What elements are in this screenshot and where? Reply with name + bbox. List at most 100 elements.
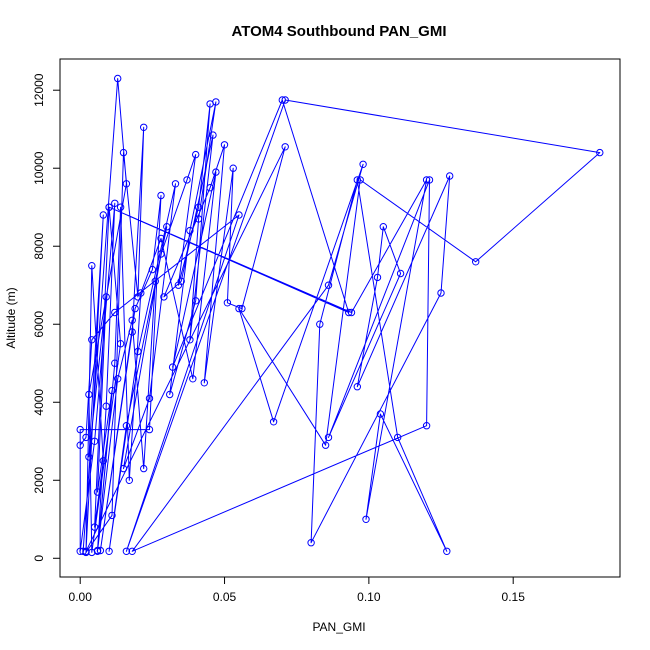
data-point [316, 320, 324, 328]
y-tick-label: 6000 [32, 311, 46, 338]
data-point [307, 539, 315, 547]
data-point [345, 308, 353, 317]
data-point [116, 203, 125, 211]
data-point [373, 273, 382, 282]
data-point [105, 203, 113, 211]
data-point [134, 347, 142, 356]
data-point [422, 176, 431, 184]
data-point [122, 180, 131, 188]
data-point [359, 160, 367, 169]
x-tick-label: 0.05 [213, 590, 237, 604]
data-point [281, 96, 289, 104]
data-point [128, 328, 136, 336]
data-point [90, 523, 99, 531]
data-point [425, 176, 434, 184]
data-point [108, 511, 116, 520]
data-point [76, 547, 84, 555]
data-point [114, 375, 122, 383]
data-point [472, 258, 480, 266]
data-point [157, 250, 165, 258]
x-tick-label: 0.00 [69, 590, 93, 604]
data-point [114, 74, 122, 83]
x-axis: 0.00 0.05 0.10 0.15 [69, 576, 526, 604]
data-point [596, 148, 604, 157]
data-point [76, 441, 84, 449]
data-point [353, 383, 361, 391]
x-axis-label: PAN_GMI [312, 620, 365, 634]
x-tick-label: 0.15 [502, 590, 526, 604]
data-point [148, 265, 157, 274]
data-point [82, 547, 90, 555]
data-point [353, 176, 361, 184]
data-point [394, 433, 402, 442]
data-point [119, 464, 128, 473]
data-point [376, 410, 385, 418]
data-point [281, 143, 289, 151]
data-point [111, 308, 119, 317]
data-point [192, 150, 200, 159]
data-point [157, 191, 165, 200]
data-point [206, 184, 214, 192]
data-point [212, 168, 220, 176]
data-point [194, 215, 203, 223]
x-tick-label: 0.10 [357, 590, 381, 604]
data-point [362, 515, 370, 523]
data-point [88, 336, 96, 344]
data-point [324, 433, 333, 442]
data-point [90, 437, 99, 445]
data-point [396, 269, 405, 278]
y-tick-label: 0 [32, 555, 46, 562]
data-point [194, 203, 203, 211]
y-axis-label: Altitude (m) [4, 287, 18, 348]
data-point [102, 293, 110, 301]
data-point [324, 281, 333, 289]
series-line [79, 78, 601, 553]
series-layer [76, 74, 604, 557]
data-point [171, 180, 180, 188]
chart-title: ATOM4 Southbound PAN_GMI [232, 23, 447, 40]
y-axis: 0 2000 4000 6000 8000 10000 12000 [32, 73, 61, 562]
data-point [145, 425, 154, 434]
data-point [235, 211, 243, 219]
data-point [321, 441, 330, 449]
data-point [220, 141, 229, 149]
data-point [128, 547, 136, 555]
data-point [85, 390, 93, 399]
data-point [235, 304, 243, 313]
data-point [157, 234, 165, 243]
y-tick-label: 2000 [32, 467, 46, 494]
data-point [189, 375, 197, 383]
data-point [116, 340, 125, 348]
data-point [82, 433, 90, 442]
data-point [422, 422, 431, 430]
data-point [186, 226, 194, 235]
y-tick-label: 4000 [32, 389, 46, 416]
data-point [93, 546, 102, 555]
data-point [437, 289, 445, 297]
data-point [93, 488, 102, 496]
data-point [212, 98, 220, 106]
data-point [163, 223, 171, 231]
y-tick-label: 8000 [32, 233, 46, 260]
data-point [443, 547, 451, 555]
data-point [177, 277, 185, 285]
data-point [186, 336, 194, 344]
data-point [229, 164, 237, 172]
data-point [183, 176, 191, 184]
data-point [99, 211, 108, 219]
data-point [125, 476, 134, 484]
data-point [76, 425, 84, 434]
data-point [131, 304, 139, 313]
data-point [128, 316, 136, 324]
data-point [379, 223, 387, 231]
data-point [168, 363, 177, 371]
data-point [200, 379, 209, 387]
data-point [269, 418, 278, 426]
data-point [446, 172, 454, 180]
data-point [192, 297, 200, 305]
y-tick-label: 10000 [32, 151, 46, 185]
data-point [111, 199, 119, 208]
data-point [122, 422, 131, 430]
data-point [88, 262, 96, 270]
